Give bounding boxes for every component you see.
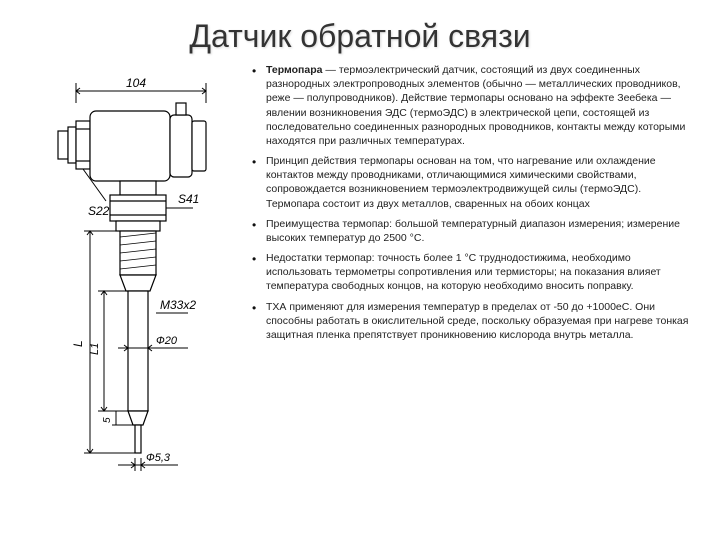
thermocouple-diagram: 104	[28, 63, 238, 520]
dim-104-label: 104	[126, 76, 146, 90]
L-label: L	[71, 340, 85, 347]
text-column: Термопара — термоэлектрический датчик, с…	[248, 63, 692, 520]
diagram-svg: 104	[28, 63, 238, 483]
bullet-text: — термоэлектрический датчик, состоящий и…	[266, 64, 685, 147]
phi53-label: Ф5,3	[146, 452, 171, 464]
s22-label: S22	[88, 204, 110, 218]
list-item: Преимущества термопар: большой температу…	[266, 217, 692, 245]
bullet-text: Принцип действия термопары основан на то…	[266, 155, 656, 210]
list-item: Принцип действия термопары основан на то…	[266, 154, 692, 211]
five-label: 5	[102, 417, 113, 423]
lead-term: Термопара	[266, 64, 322, 76]
slide: Датчик обратной связи 104	[0, 0, 720, 540]
L1-label: L1	[89, 343, 101, 355]
list-item: Термопара — термоэлектрический датчик, с…	[266, 63, 692, 148]
phi20-label: Ф20	[156, 335, 178, 347]
s41-label: S41	[178, 192, 199, 206]
list-item: ТХА применяют для измерения температур в…	[266, 300, 692, 343]
bullet-text: Преимущества термопар: большой температу…	[266, 218, 680, 244]
bullet-list: Термопара — термоэлектрический датчик, с…	[248, 63, 692, 342]
bullet-text: ТХА применяют для измерения температур в…	[266, 301, 688, 341]
page-title: Датчик обратной связи	[28, 18, 692, 55]
bullet-text: Недостатки термопар: точность более 1 °С…	[266, 252, 661, 292]
m33x2-label: М33х2	[160, 298, 196, 312]
list-item: Недостатки термопар: точность более 1 °С…	[266, 251, 692, 294]
content-row: 104	[28, 63, 692, 520]
